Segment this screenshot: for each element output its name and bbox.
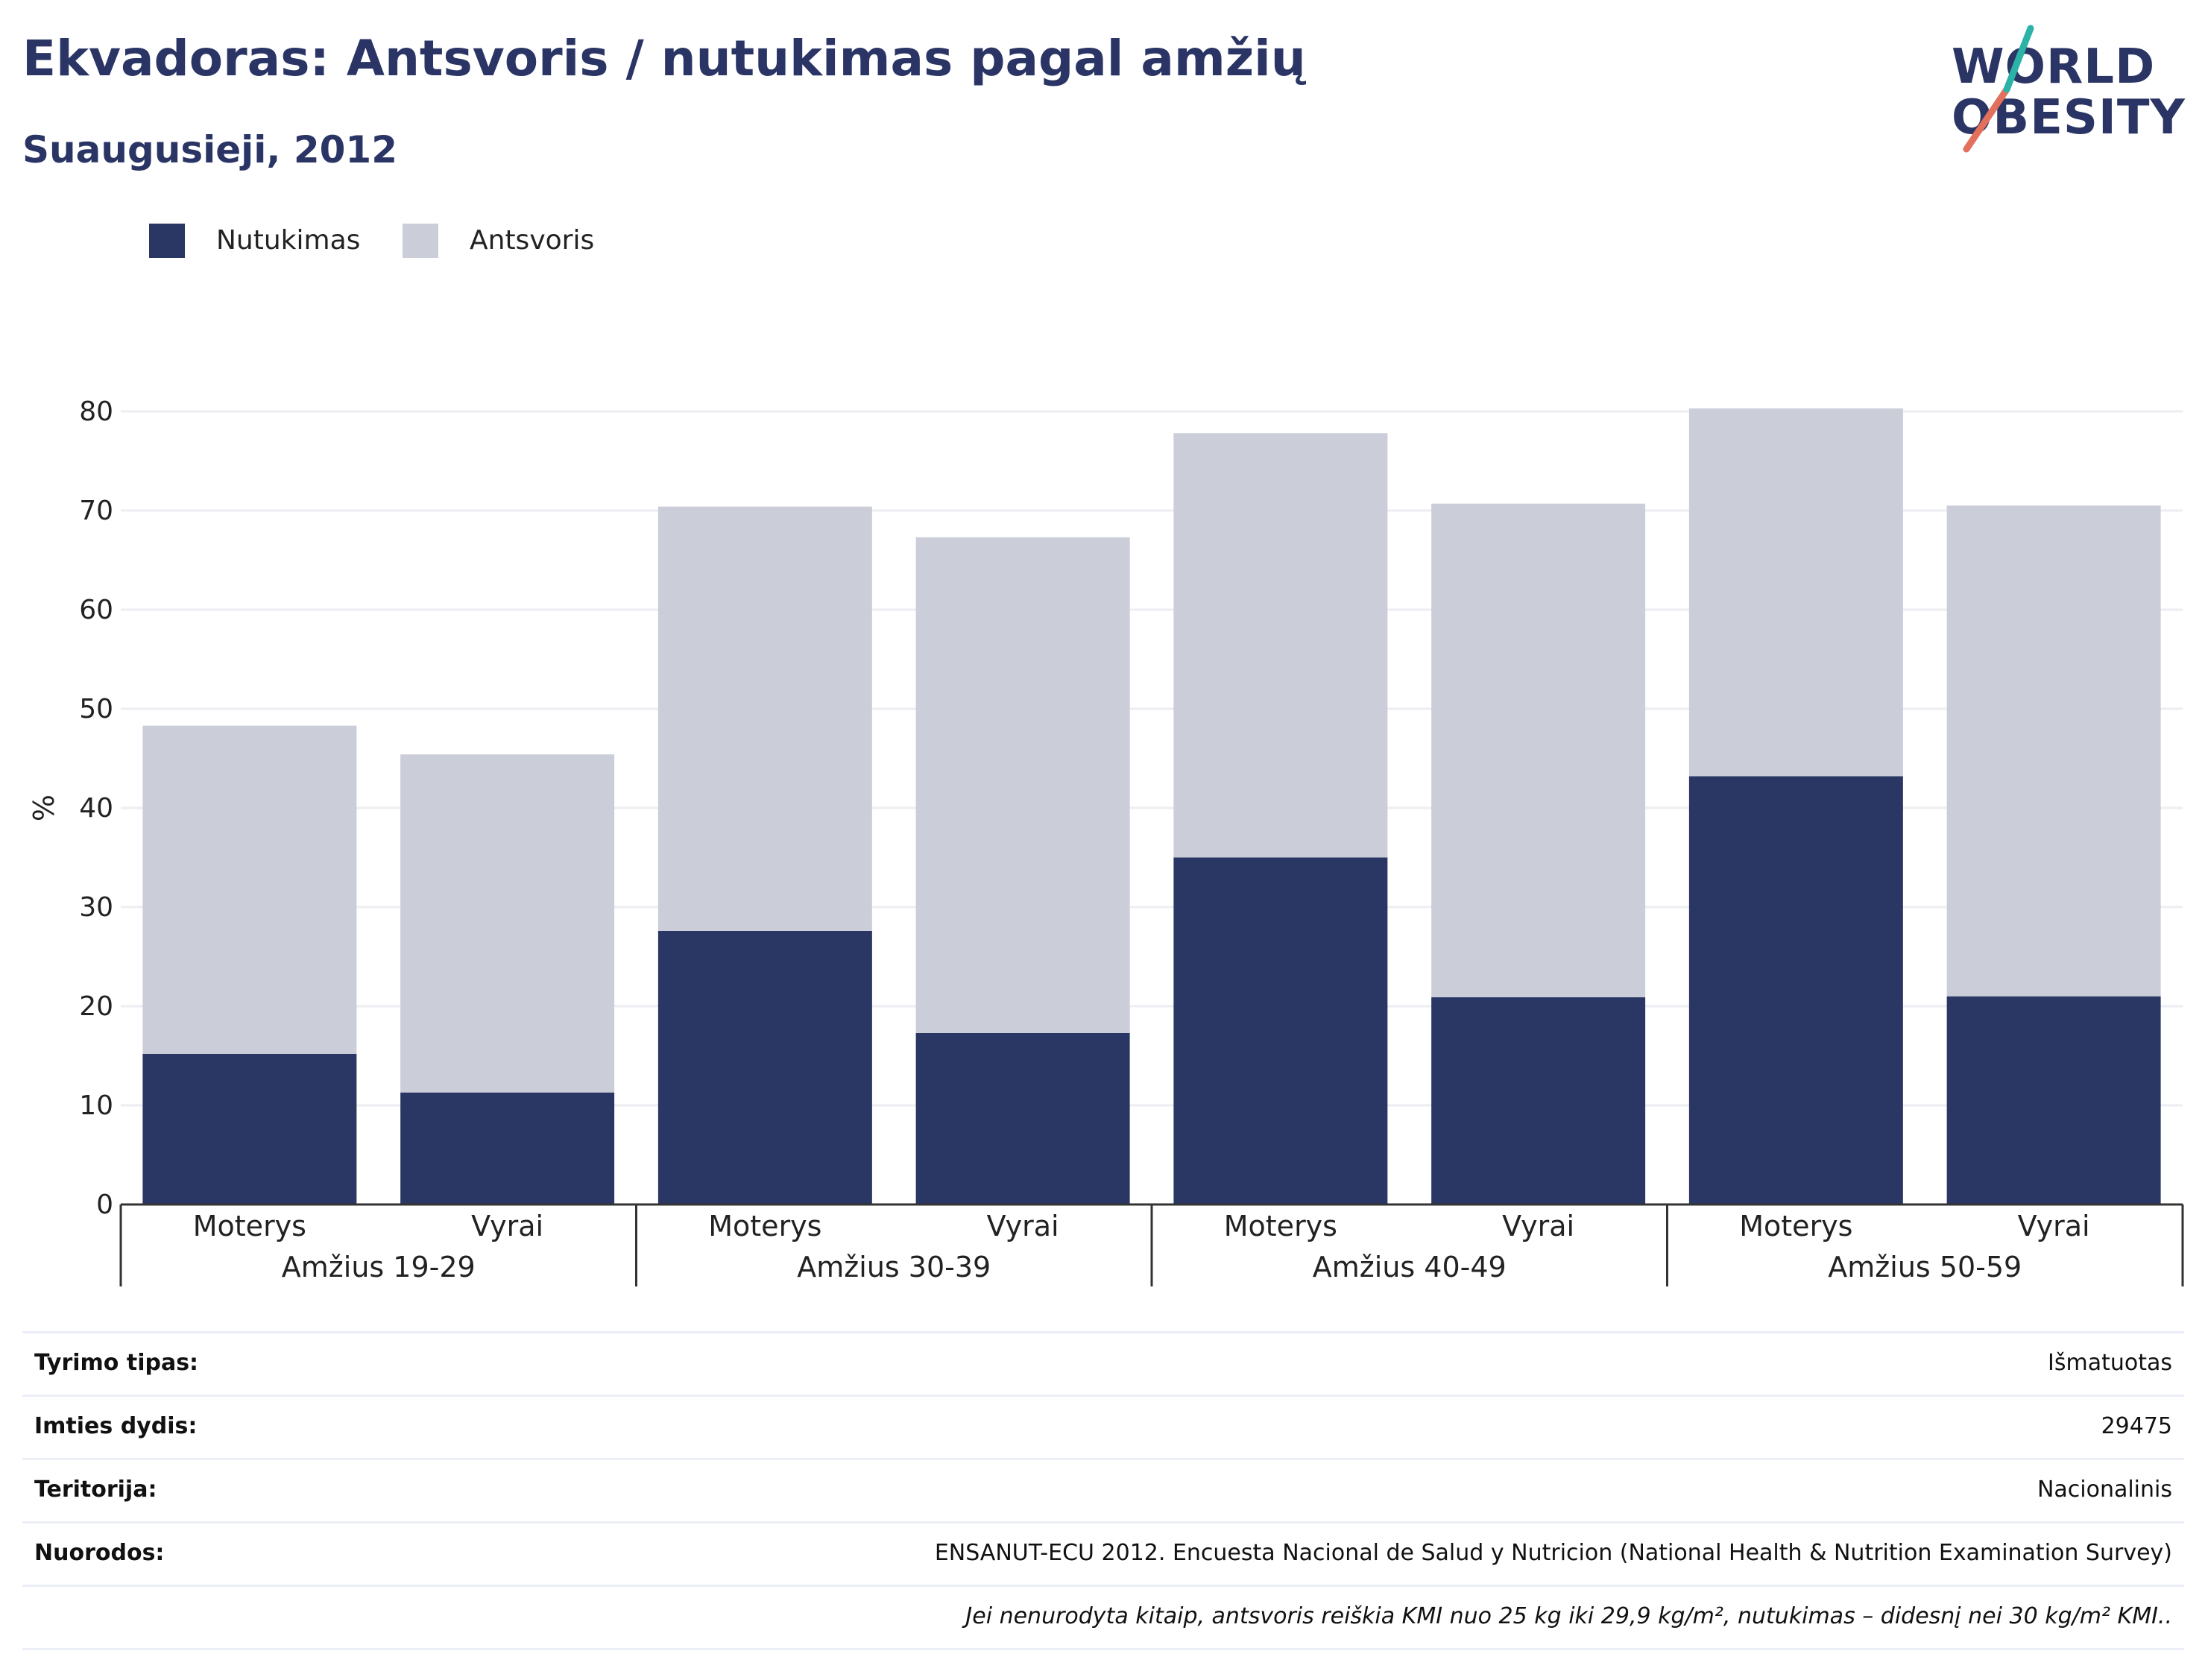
x-group-label: Amžius 19-29: [282, 1251, 476, 1283]
info-row-note: Jei nenurodyta kitaip, antsvoris reiškia…: [22, 1585, 2184, 1650]
y-tick-label: 40: [79, 793, 113, 824]
y-tick-label: 70: [79, 496, 113, 526]
logo-line-1: WORLD: [1952, 40, 2156, 95]
stacked-bar-chart: 0 10 20 30 40 50 60 70 80% Moterys Vyrai Moterys Vyr…: [28, 397, 2184, 1286]
info-value: Išmatuotas: [2048, 1350, 2172, 1376]
logo-slash-icon: [1963, 25, 2034, 153]
legend-swatch-antsvoris: [403, 224, 438, 258]
info-label: Nuorodos:: [34, 1540, 165, 1566]
legend-label-nutukimas: Nutukimas: [216, 225, 361, 256]
bar-segment-antsvoris: [1431, 503, 1646, 998]
bar-segment-antsvoris: [915, 537, 1130, 1033]
legend-label-antsvoris: Antsvoris: [470, 225, 595, 256]
info-value: Nacionalinis: [2037, 1477, 2172, 1503]
bar-segment-antsvoris: [1946, 505, 2161, 997]
bar-segment-nutukimas: [1173, 857, 1388, 1204]
info-value: 29475: [2101, 1413, 2172, 1439]
bar-segment-nutukimas: [657, 930, 872, 1204]
x-group-label: Amžius 40-49: [1313, 1251, 1507, 1283]
chart-title: Ekvadoras: Antsvoris / nutukimas pagal a…: [22, 30, 1306, 87]
x-category-label: Moterys: [1224, 1210, 1337, 1242]
y-tick-label: 50: [79, 694, 113, 724]
info-row-survey-type: Tyrimo tipas: Išmatuotas: [22, 1331, 2184, 1395]
x-category-label: Vyrai: [987, 1210, 1059, 1242]
info-label: Tyrimo tipas:: [34, 1350, 199, 1376]
world-obesity-logo: WORLD OBESITY: [1938, 22, 2192, 157]
survey-info-table: Tyrimo tipas: Išmatuotas Imties dydis: 2…: [22, 1331, 2184, 1650]
chart-subtitle: Suaugusieji, 2012: [22, 128, 397, 171]
info-label: Imties dydis:: [34, 1413, 198, 1439]
bar-segment-nutukimas: [1431, 997, 1646, 1204]
bar-segment-antsvoris: [400, 754, 615, 1093]
y-tick-label: 10: [79, 1090, 113, 1121]
bar-segment-nutukimas: [1688, 776, 1903, 1204]
definition-note: Jei nenurodyta kitaip, antsvoris reiškia…: [965, 1603, 2172, 1629]
bar-segment-antsvoris: [1173, 433, 1388, 858]
y-axis-label: %: [28, 795, 60, 821]
bar-segment-nutukimas: [400, 1092, 615, 1204]
info-row-territory: Teritorija: Nacionalinis: [22, 1458, 2184, 1521]
y-tick-label: 80: [79, 397, 113, 427]
y-tick-label: 0: [96, 1190, 113, 1220]
x-category-label: Vyrai: [1502, 1210, 1574, 1242]
bar-segment-antsvoris: [142, 725, 357, 1054]
bar-segment-nutukimas: [915, 1032, 1130, 1204]
info-value: ENSANUT-ECU 2012. Encuesta Nacional de S…: [934, 1540, 2172, 1566]
legend-swatch-nutukimas: [149, 224, 185, 258]
bar-segment-nutukimas: [1946, 996, 2161, 1204]
y-tick-label: 60: [79, 595, 113, 625]
bar-segment-antsvoris: [1688, 408, 1903, 777]
x-category-label: Moterys: [708, 1210, 821, 1242]
y-tick-label: 20: [79, 991, 113, 1022]
x-group-label: Amžius 30-39: [797, 1251, 991, 1283]
x-category-label: Vyrai: [471, 1210, 543, 1242]
x-category-label: Moterys: [193, 1210, 306, 1242]
y-tick-label: 30: [79, 892, 113, 923]
bar-segment-antsvoris: [657, 506, 872, 931]
info-label: Teritorija:: [34, 1477, 157, 1503]
bar-segment-nutukimas: [142, 1053, 357, 1204]
info-row-references: Nuorodos: ENSANUT-ECU 2012. Encuesta Nac…: [22, 1521, 2184, 1585]
x-category-label: Moterys: [1739, 1210, 1852, 1242]
x-category-label: Vyrai: [2018, 1210, 2090, 1242]
info-row-sample-size: Imties dydis: 29475: [22, 1395, 2184, 1458]
x-group-label: Amžius 50-59: [1828, 1251, 2022, 1283]
